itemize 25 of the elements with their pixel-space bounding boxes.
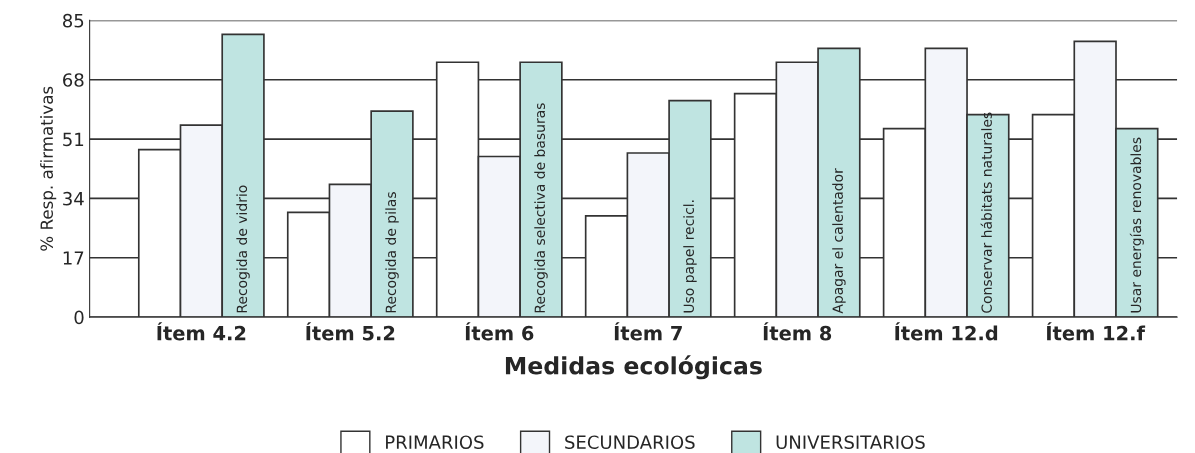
y-tick-label: 0 [74,310,84,325]
x-axis-title: Medidas ecológicas [505,355,762,380]
x-tick-label: Ítem 8 [763,322,832,341]
y-tick-label: 68 [63,73,84,87]
annotation: Conservar hábitats naturales [980,112,992,313]
x-tick-label: Ítem 4.2 [157,322,246,341]
annotation: Usar energías renovables [1129,137,1144,313]
x-tick-label: Ítem 6 [465,322,534,341]
x-tick-label: Ítem 12.d [895,322,998,341]
y-tick-label: 34 [63,191,84,206]
y-tick-label: 17 [63,251,84,265]
y-axis-title: % Resp. afirmativas [40,86,57,251]
x-tick-label: Ítem 7 [614,322,682,341]
annotation: Uso papel recicl. [683,200,697,313]
annotation: Recogida selectiva de basuras [534,103,548,313]
legend-label: SECUNDARIOS [565,435,695,450]
annotation: Recogida de pilas [385,192,399,313]
legend-label: PRIMARIOS [386,435,484,450]
x-tick-label: Ítem 5.2 [306,322,395,341]
annotation: Apagar el calentador [832,168,846,314]
legend-label: UNIVERSITARIOS [776,435,925,450]
annotation: Recogida de vidrio [236,185,250,313]
y-tick-label: 51 [63,132,84,147]
x-tick-label: Ítem 12.f [1047,322,1146,341]
y-tick-label: 85 [63,13,84,28]
